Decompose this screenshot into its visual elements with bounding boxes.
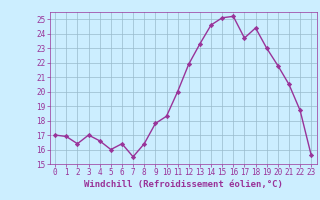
X-axis label: Windchill (Refroidissement éolien,°C): Windchill (Refroidissement éolien,°C) xyxy=(84,180,283,189)
